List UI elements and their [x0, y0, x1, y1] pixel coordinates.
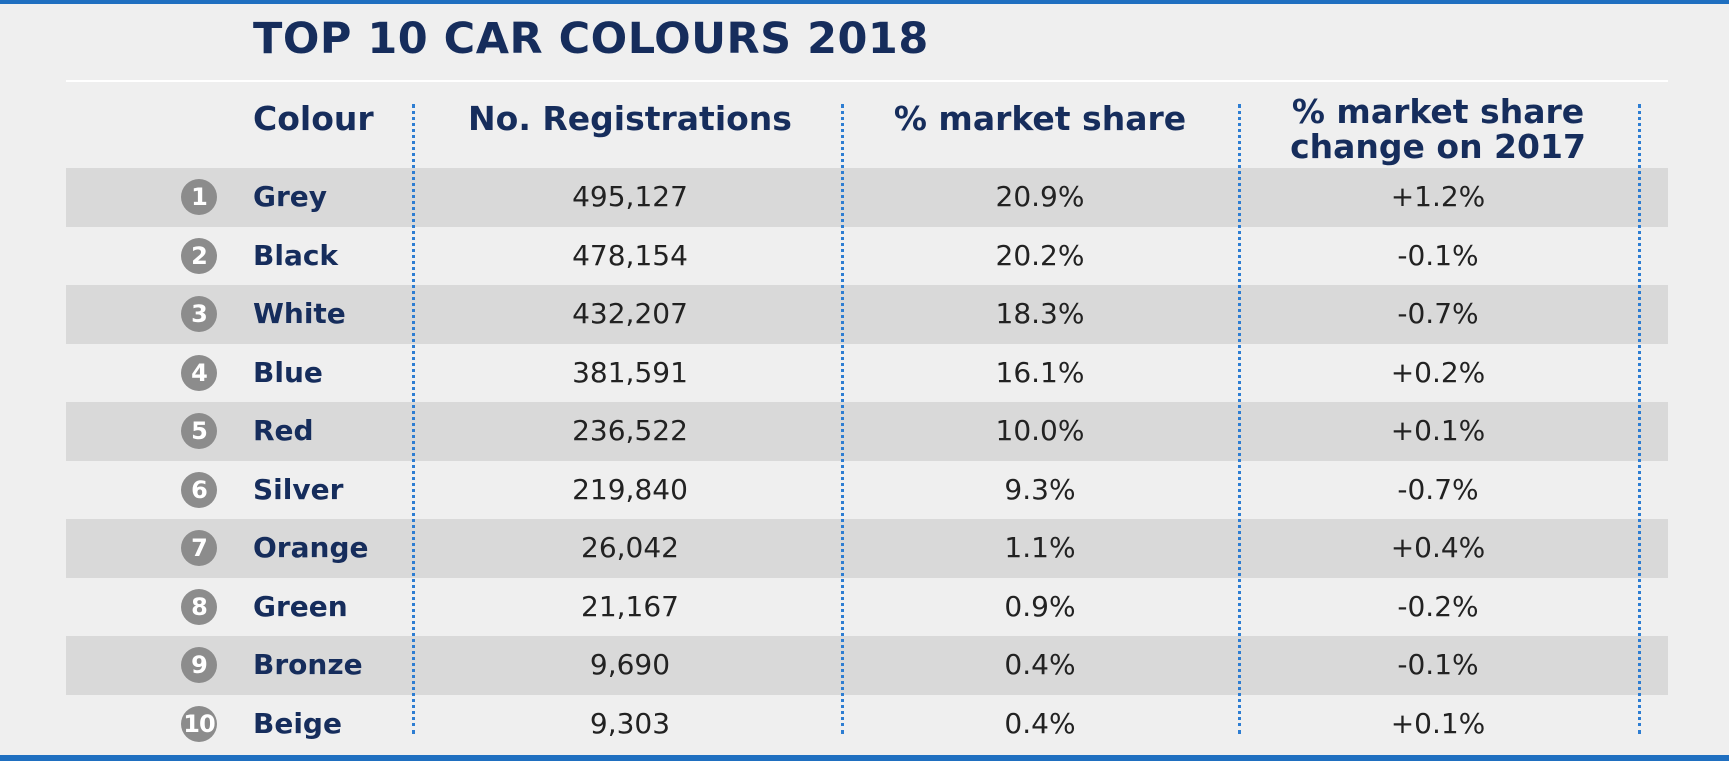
colour-name: White: [253, 297, 346, 330]
market-share-value: 20.2%: [995, 238, 1085, 272]
registrations-value: 9,690: [589, 648, 671, 681]
registrations-value: 21,167: [581, 589, 679, 623]
registrations-value: 495,127: [572, 180, 688, 213]
colour-name: Silver: [253, 472, 344, 506]
share-change-value: -0.7%: [1397, 297, 1479, 330]
share-change-value: +0.1%: [1390, 414, 1486, 447]
table-row: 10 Beige 9,303 0.4% +0.1%: [66, 695, 1668, 754]
rank-badge: 2: [181, 237, 217, 274]
rank-badge: 3: [181, 296, 217, 332]
market-share-value: 1.1%: [1004, 531, 1076, 564]
header-registrations: No. Registrations: [468, 99, 792, 138]
table-row: 9 Bronze 9,690 0.4% -0.1%: [66, 636, 1668, 695]
registrations-value: 432,207: [572, 297, 688, 330]
registrations-value: 26,042: [581, 531, 679, 564]
colour-name: Bronze: [253, 648, 363, 681]
column-divider: [1238, 104, 1241, 734]
header-market-share: % market share: [893, 99, 1187, 138]
market-share-value: 9.3%: [1004, 472, 1076, 506]
table-row: 7 Orange 26,042 1.1% +0.4%: [66, 519, 1668, 578]
table-row: 1 Grey 495,127 20.9% +1.2%: [66, 168, 1668, 227]
market-share-value: 0.9%: [1004, 589, 1076, 623]
top-border: [0, 0, 1729, 4]
registrations-value: 381,591: [572, 355, 688, 389]
table-body: 1 Grey 495,127 20.9% +1.2% 2 Black 478,154 20.2%…: [66, 168, 1668, 753]
rank-badge: 7: [181, 530, 217, 566]
rank-badge: 10: [181, 705, 217, 742]
colour-name: Red: [253, 414, 314, 447]
header-market-share-change: % market share change on 2017: [1238, 94, 1638, 164]
bottom-border: [0, 755, 1729, 761]
header-change-line-2: change on 2017: [1290, 127, 1586, 166]
rank-badge: 9: [181, 647, 217, 683]
colour-name: Orange: [253, 531, 369, 564]
table-row: 5 Red 236,522 10.0% +0.1%: [66, 402, 1668, 461]
market-share-value: 20.9%: [995, 180, 1085, 213]
share-change-value: -0.1%: [1397, 648, 1479, 681]
rank-badge: 4: [181, 354, 217, 391]
table-title: TOP 10 CAR COLOURS 2018: [253, 14, 929, 64]
rank-badge: 1: [181, 179, 217, 215]
table-row: 8 Green 21,167 0.9% -0.2%: [66, 578, 1668, 637]
colour-name: Grey: [253, 180, 328, 213]
share-change-value: -0.7%: [1397, 472, 1479, 506]
column-divider: [1638, 104, 1641, 734]
registrations-value: 9,303: [589, 706, 671, 740]
colour-name: Beige: [253, 706, 342, 740]
share-change-value: +0.1%: [1390, 706, 1486, 740]
share-change-value: +0.4%: [1390, 531, 1486, 564]
rank-badge: 8: [181, 588, 217, 625]
table-row: 4 Blue 381,591 16.1% +0.2%: [66, 344, 1668, 403]
column-divider: [412, 104, 415, 734]
share-change-value: +1.2%: [1390, 180, 1486, 213]
table-row: 3 White 432,207 18.3% -0.7%: [66, 285, 1668, 344]
colour-name: Green: [253, 589, 348, 623]
registrations-value: 478,154: [572, 238, 688, 272]
table-row: 2 Black 478,154 20.2% -0.1%: [66, 227, 1668, 286]
market-share-value: 0.4%: [1004, 648, 1076, 681]
share-change-value: -0.2%: [1397, 589, 1479, 623]
column-divider: [841, 104, 844, 734]
share-change-value: -0.1%: [1397, 238, 1479, 272]
colour-name: Blue: [253, 355, 323, 389]
registrations-value: 219,840: [572, 472, 688, 506]
market-share-value: 0.4%: [1004, 706, 1076, 740]
market-share-value: 18.3%: [995, 297, 1085, 330]
registrations-value: 236,522: [572, 414, 688, 447]
rank-badge: 5: [181, 413, 217, 449]
header-change-line-1: % market share: [1291, 92, 1585, 131]
share-change-value: +0.2%: [1390, 355, 1486, 389]
rank-badge: 6: [181, 471, 217, 508]
title-divider: [66, 80, 1668, 82]
market-share-value: 16.1%: [995, 355, 1085, 389]
market-share-value: 10.0%: [995, 414, 1085, 447]
colour-name: Black: [253, 238, 339, 272]
header-colour: Colour: [253, 99, 374, 138]
table-row: 6 Silver 219,840 9.3% -0.7%: [66, 461, 1668, 520]
